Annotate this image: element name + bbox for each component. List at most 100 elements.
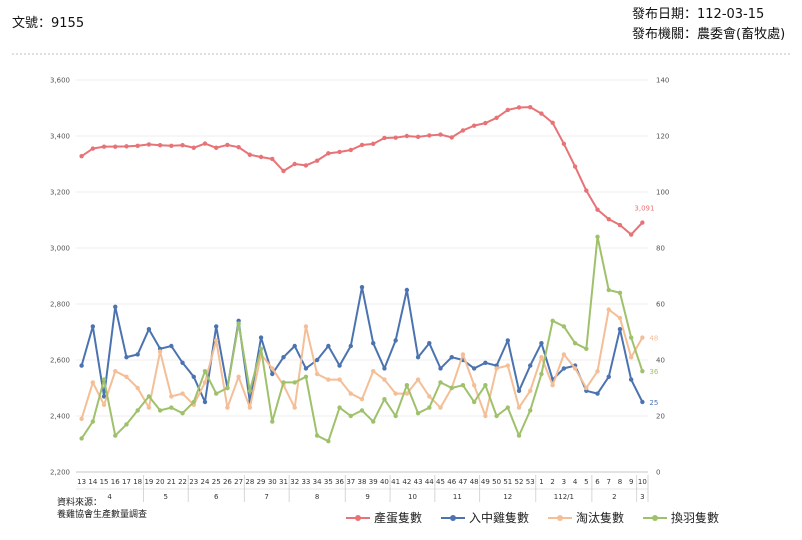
series-0 bbox=[79, 104, 645, 237]
data-point bbox=[90, 146, 96, 151]
series-end-label: 25 bbox=[649, 399, 658, 407]
data-point bbox=[393, 135, 398, 140]
data-point bbox=[337, 149, 342, 155]
data-point bbox=[225, 142, 230, 148]
week-tick-label: 16 bbox=[111, 478, 120, 486]
data-point bbox=[494, 115, 499, 121]
month-label: 3 bbox=[640, 493, 644, 501]
data-point bbox=[471, 123, 477, 128]
data-point bbox=[213, 338, 219, 343]
data-point bbox=[550, 318, 555, 323]
right-tick-label: 20 bbox=[656, 413, 665, 421]
week-tick-label: 32 bbox=[290, 478, 299, 486]
data-point bbox=[584, 346, 589, 351]
data-point bbox=[303, 324, 309, 329]
data-point bbox=[427, 394, 432, 399]
data-point bbox=[505, 107, 511, 113]
week-tick-label: 14 bbox=[88, 478, 97, 486]
data-point bbox=[404, 391, 410, 396]
data-point bbox=[393, 413, 398, 419]
data-point bbox=[213, 145, 219, 150]
data-point bbox=[516, 433, 522, 438]
data-point bbox=[101, 377, 107, 382]
left-axis: 2,200 2,400 2,600 2,800 3,000 3,200 3,400 3,600 bbox=[50, 77, 70, 477]
document-number: 文號：9155 bbox=[12, 16, 85, 31]
legend-label: 入中雞隻數 bbox=[469, 511, 530, 525]
week-tick-label: 7 bbox=[607, 478, 611, 486]
data-point bbox=[79, 436, 84, 441]
data-point bbox=[550, 120, 555, 126]
right-tick-label: 120 bbox=[656, 133, 669, 141]
data-point bbox=[415, 377, 421, 382]
data-point bbox=[292, 161, 297, 167]
data-point bbox=[314, 357, 320, 363]
week-tick-label: 43 bbox=[414, 478, 423, 486]
week-tick-label: 2 bbox=[550, 478, 554, 486]
data-point bbox=[79, 416, 84, 421]
data-point bbox=[359, 408, 365, 413]
data-point bbox=[180, 360, 185, 365]
data-point bbox=[326, 377, 331, 382]
data-point bbox=[113, 369, 118, 374]
data-point bbox=[191, 374, 196, 379]
month-label: 6 bbox=[214, 493, 219, 501]
data-point bbox=[505, 405, 511, 410]
week-tick-label: 53 bbox=[526, 478, 535, 486]
legend-item: 產蛋隻數 bbox=[345, 509, 422, 526]
data-point bbox=[371, 141, 376, 147]
week-tick-label: 26 bbox=[223, 478, 232, 486]
data-point bbox=[337, 363, 342, 368]
week-tick-label: 48 bbox=[470, 478, 479, 486]
data-point bbox=[303, 163, 309, 168]
data-point bbox=[471, 366, 477, 371]
source-label: 資料來源： bbox=[57, 498, 103, 508]
week-tick-label: 5 bbox=[584, 478, 588, 486]
data-point bbox=[90, 419, 96, 424]
data-point bbox=[617, 222, 623, 228]
data-point bbox=[270, 419, 275, 424]
legend-label: 產蛋隻數 bbox=[374, 511, 423, 525]
data-point bbox=[404, 287, 410, 293]
legend-swatch bbox=[346, 514, 370, 521]
data-point bbox=[438, 366, 443, 371]
data-point bbox=[449, 135, 454, 140]
data-point bbox=[236, 145, 241, 150]
publishing-agency: 發布機關：農委會(畜牧處) bbox=[632, 27, 786, 42]
series-line bbox=[80, 308, 644, 420]
week-tick-label: 45 bbox=[436, 478, 445, 486]
week-tick-label: 20 bbox=[156, 478, 165, 486]
data-point bbox=[628, 335, 634, 340]
week-tick-label: 33 bbox=[301, 478, 310, 486]
data-point bbox=[539, 355, 544, 360]
left-tick-label: 3,200 bbox=[50, 189, 70, 197]
data-point bbox=[348, 413, 353, 419]
data-point bbox=[460, 128, 466, 133]
data-point bbox=[191, 399, 196, 405]
data-point bbox=[595, 391, 600, 396]
data-point bbox=[382, 377, 387, 382]
data-point bbox=[393, 338, 398, 343]
data-point bbox=[225, 385, 230, 391]
data-point bbox=[640, 399, 645, 405]
data-point bbox=[449, 355, 454, 360]
data-point bbox=[539, 341, 544, 346]
week-tick-label: 37 bbox=[346, 478, 355, 486]
data-point bbox=[539, 111, 544, 116]
grid-lines bbox=[76, 79, 648, 473]
data-point bbox=[292, 343, 297, 349]
data-point bbox=[258, 346, 264, 351]
data-point bbox=[270, 366, 275, 371]
data-point bbox=[595, 234, 600, 239]
data-point bbox=[528, 388, 533, 393]
data-point bbox=[628, 232, 634, 237]
legend-swatch bbox=[441, 514, 466, 521]
week-tick-label: 42 bbox=[402, 478, 411, 486]
data-point bbox=[191, 145, 196, 150]
week-tick-label: 31 bbox=[279, 478, 288, 486]
legend-swatch bbox=[643, 514, 668, 521]
data-point bbox=[202, 369, 208, 374]
week-tick-label: 6 bbox=[595, 478, 600, 486]
week-tick-label: 22 bbox=[178, 478, 187, 486]
week-tick-label: 15 bbox=[100, 478, 109, 486]
